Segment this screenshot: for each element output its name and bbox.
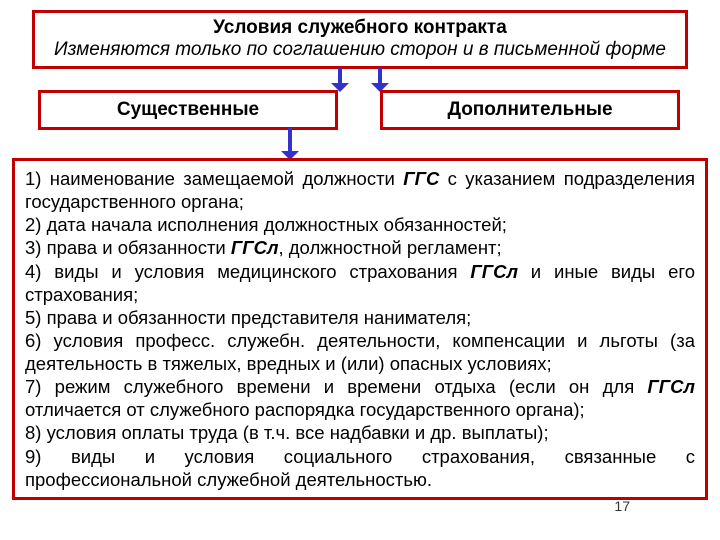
slide-number: 17 <box>614 498 630 514</box>
header-box: Условия служебного контракта Изменяются … <box>32 10 688 69</box>
category-essential: Существенные <box>38 90 338 130</box>
header-title: Условия служебного контракта <box>43 17 677 39</box>
category-additional: Дополнительные <box>380 90 680 130</box>
content-text: 1) наименование замещаемой должности ГГС… <box>25 167 695 491</box>
content-box: 1) наименование замещаемой должности ГГС… <box>12 158 708 500</box>
header-subtitle: Изменяются только по соглашению сторон и… <box>43 39 677 62</box>
